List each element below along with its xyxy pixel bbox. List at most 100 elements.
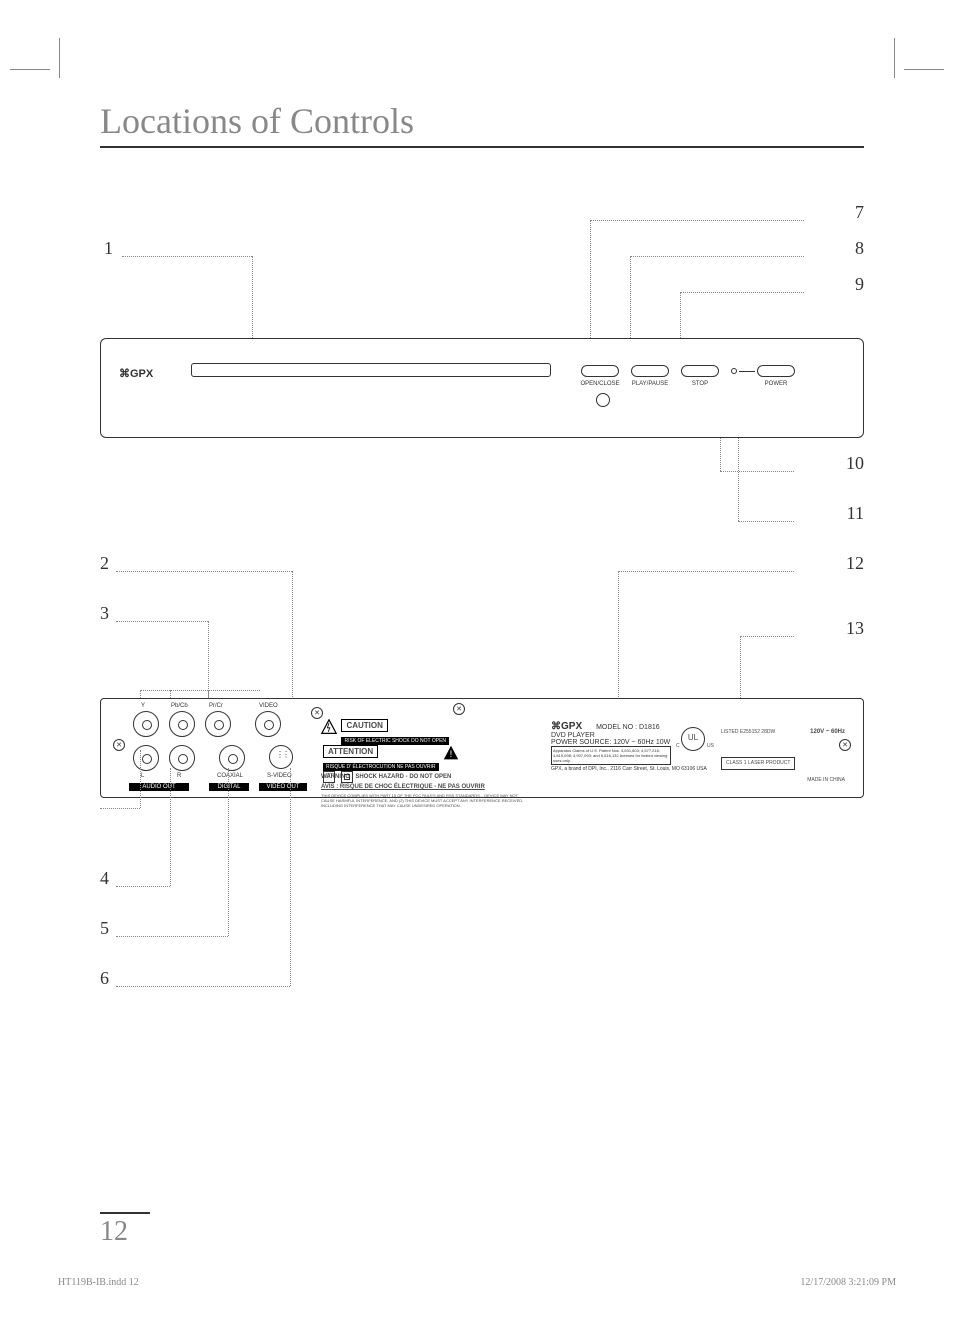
made-in-label: MADE IN CHINA [807, 777, 845, 783]
screw-icon [311, 707, 323, 719]
screw-icon [113, 739, 125, 751]
l-jack [133, 745, 159, 771]
rear-panel: Y Pb/Cb Pr/Cr VIDEO L R COAXIAL S-VIDEO … [100, 698, 864, 798]
pr-label: Pr/Cr [209, 703, 223, 709]
rear-brand-logo: ⌘GPX [551, 721, 582, 732]
video-jack [255, 711, 281, 737]
leader [680, 292, 804, 293]
callout-12: 12 [846, 553, 864, 574]
r-label: R [177, 773, 181, 779]
leader [252, 256, 253, 348]
callout-5: 5 [100, 918, 109, 939]
svideo-jack [269, 745, 293, 769]
attention-title: ATTENTION [323, 745, 378, 758]
power-label: POWER [759, 381, 793, 387]
front-panel: ⌘GPX OPEN/CLOSE PLAY/PAUSE STOP POWER [100, 338, 864, 438]
attention-sub: RISQUE D' ÉLECTROCUTION NE PAS OUVRIR [323, 763, 439, 771]
power-source: POWER SOURCE: 120V ~ 60Hz 10W [551, 739, 670, 746]
screw-icon [839, 739, 851, 751]
leader [720, 471, 794, 472]
open-close-button [581, 365, 619, 377]
digital-label: DIGITAL [209, 783, 249, 791]
leader [122, 256, 252, 257]
play-pause-button [631, 365, 669, 377]
callout-9: 9 [855, 274, 864, 295]
y-jack [133, 711, 159, 737]
voltage-label: 120V ~ 60Hz [810, 729, 845, 735]
caution-sub: RISK OF ELECTRIC SHOCK DO NOT OPEN [341, 737, 449, 745]
l-label: L [141, 773, 144, 779]
r-jack [169, 745, 195, 771]
page-content: Locations of Controls 1 7 8 9 10 11 ⌘GPX… [100, 100, 864, 1238]
callout-6: 6 [100, 968, 109, 989]
stop-button [681, 365, 719, 377]
pb-jack [169, 711, 195, 737]
leader [630, 256, 804, 257]
footer-filename: HT119B-IB.indd 12 [58, 1277, 139, 1288]
callout-2: 2 [100, 553, 109, 574]
pb-label: Pb/Cb [171, 703, 188, 709]
leader [618, 571, 619, 701]
patent-box: Apparatus Claims of U.S. Patent Nos. 4,6… [551, 746, 671, 765]
exclamation-triangle-icon: ! [443, 745, 459, 761]
power-led [731, 368, 737, 374]
leader [116, 571, 292, 572]
ul-us: US [707, 743, 714, 749]
page-number: 12 [100, 1212, 150, 1248]
power-line [739, 371, 755, 372]
dvd-player-label: DVD PLAYER [551, 732, 595, 739]
y-label: Y [141, 703, 145, 709]
coax-label: COAXIAL [217, 773, 243, 779]
callout-8: 8 [855, 238, 864, 259]
pr-jack [205, 711, 231, 737]
svg-text:!: ! [450, 749, 453, 760]
leader [116, 621, 208, 622]
leader [290, 768, 291, 986]
callout-1: 1 [104, 238, 113, 259]
callout-4: 4 [100, 868, 109, 889]
crop-mark [10, 30, 50, 70]
disc-tray [191, 363, 551, 377]
crop-mark [904, 30, 944, 70]
ir-sensor [596, 393, 610, 407]
double-insulation-icon [341, 771, 353, 783]
warning-block: CAUTION RISK OF ELECTRIC SHOCK DO NOT OP… [321, 719, 531, 808]
footer-timestamp: 12/17/2008 3:21:09 PM [800, 1277, 896, 1288]
ul-mark-icon: UL [681, 727, 705, 751]
screw-icon [453, 703, 465, 715]
leader [618, 571, 794, 572]
leader [738, 521, 794, 522]
brand-logo: ⌘GPX [119, 367, 153, 380]
leader [170, 768, 171, 886]
ul-c: C [676, 743, 680, 749]
section-title: Locations of Controls [100, 100, 864, 148]
fcc-text: THIS DEVICE COMPLIES WITH PART 15 OF THE… [321, 793, 531, 808]
diagram: 1 7 8 9 10 11 ⌘GPX OPEN/CLOSE PLAY/PAUSE [100, 208, 864, 1108]
leader [590, 220, 591, 356]
play-pause-label: PLAY/PAUSE [629, 381, 671, 387]
leader [116, 886, 170, 887]
callout-3: 3 [100, 603, 109, 624]
power-button [757, 365, 795, 377]
leader [116, 986, 290, 987]
leader [590, 220, 804, 221]
company-info: GPX, a brand of DPI, Inc., 2116 Carr Str… [551, 766, 707, 772]
model-no: MODEL NO : D1816 [596, 724, 660, 731]
caution-title: CAUTION [341, 719, 387, 732]
callout-13: 13 [846, 618, 864, 639]
warning-fr: AVIS : RISQUE DE CHOC ÉLECTRIQUE - NE PA… [321, 783, 531, 791]
callout-10: 10 [846, 453, 864, 474]
leader [100, 808, 140, 809]
leader [140, 690, 260, 691]
leader [116, 936, 228, 937]
lightning-triangle-icon [321, 719, 337, 735]
coax-jack [219, 745, 245, 771]
dolby-icon: ▯▯ [323, 771, 335, 783]
audio-out-label: AUDIO OUT [129, 783, 189, 791]
video-label: VIDEO [259, 703, 278, 709]
open-close-label: OPEN/CLOSE [579, 381, 621, 387]
callout-7: 7 [855, 202, 864, 223]
stop-label: STOP [683, 381, 717, 387]
video-out-label: VIDEO OUT [259, 783, 307, 791]
callout-11: 11 [847, 503, 864, 524]
